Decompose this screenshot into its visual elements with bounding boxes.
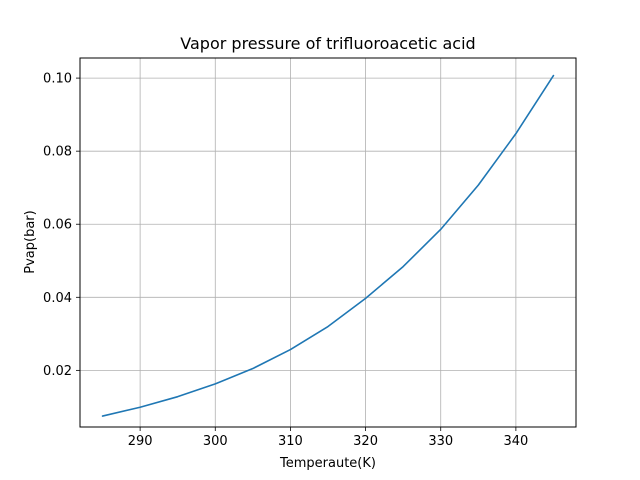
x-tick-label: 290: [128, 434, 153, 449]
ticks-group: 290 300 310 320 330 340 0.02 0.04 0.06 0.08 0.10: [43, 72, 528, 449]
x-tick-label: 300: [203, 434, 228, 449]
series-group: [101, 74, 555, 417]
y-tick-label: 0.10: [43, 72, 72, 87]
series-line-0: [101, 74, 555, 417]
y-tick-label: 0.08: [43, 145, 72, 160]
x-tick-label: 310: [278, 434, 303, 449]
x-tick-label: 340: [503, 434, 528, 449]
y-tick-label: 0.02: [43, 364, 72, 379]
y-tick-label: 0.06: [43, 218, 72, 233]
plot-frame: [79, 57, 577, 428]
x-tick-label: 330: [428, 434, 453, 449]
x-tick-label: 320: [353, 434, 378, 449]
grid: [80, 58, 576, 427]
y-tick-label: 0.04: [43, 291, 72, 306]
x-axis-label: Temperaute(K): [279, 456, 376, 471]
y-axis-label: Pvap(bar): [23, 210, 38, 273]
chart-title: Vapor pressure of trifluoroacetic acid: [180, 34, 475, 53]
